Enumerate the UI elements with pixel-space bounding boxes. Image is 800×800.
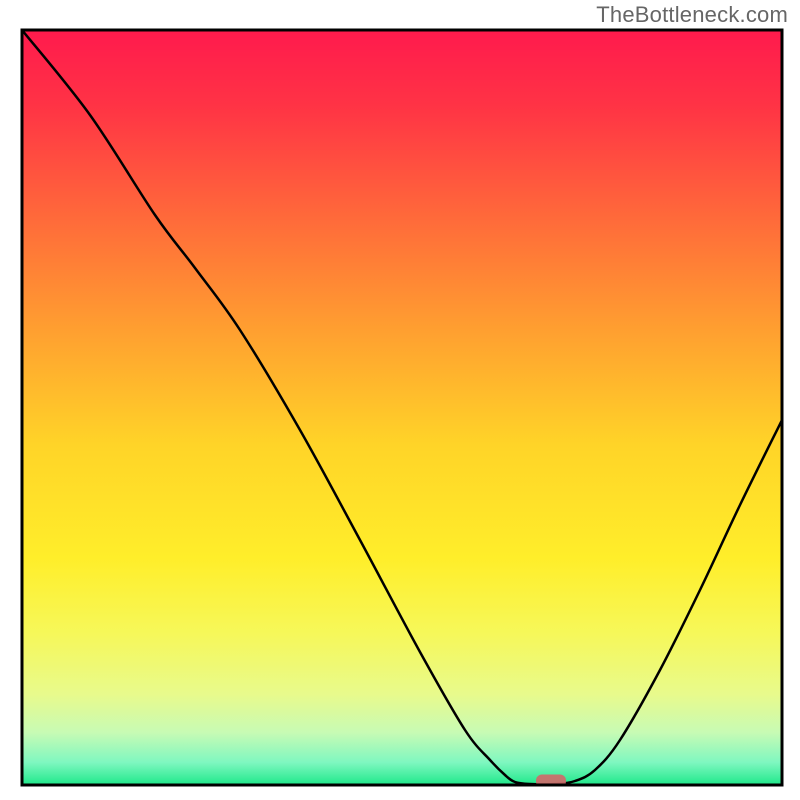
gradient-background	[22, 30, 782, 785]
bottleneck-chart	[0, 0, 800, 800]
plot-area	[22, 30, 782, 788]
chart-container: TheBottleneck.com	[0, 0, 800, 800]
watermark-text: TheBottleneck.com	[596, 2, 788, 28]
